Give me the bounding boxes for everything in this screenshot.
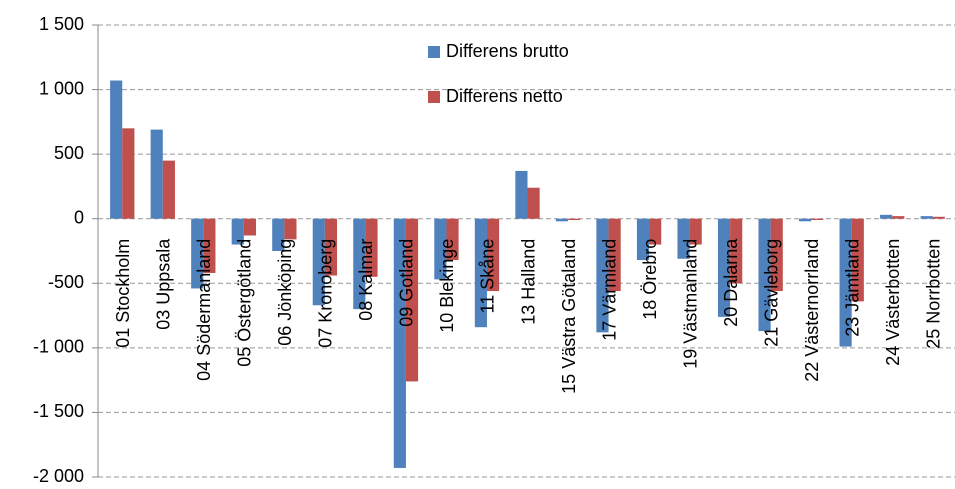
bar [515,170,528,219]
x-tick-label: 01 Stockholm [113,239,133,348]
bar [689,218,702,245]
bar [596,218,609,333]
bar [434,218,447,280]
bar [892,216,905,219]
x-tick-label: 23 Jämtland [842,239,862,337]
x-tick-label: 09 Gotland [397,239,417,327]
y-tick-label: -1 500 [33,401,84,421]
x-tick-label: 20 Dalarna [721,238,741,327]
bar [717,218,731,317]
x-tick-label: 03 Uppsala [154,238,174,330]
y-tick-label: 500 [54,143,84,163]
x-tick-label: 06 Jönköping [275,239,295,346]
bar [272,218,285,251]
legend-swatch [428,46,440,58]
bar [122,128,135,219]
bar [243,218,256,236]
y-tick-label: 1 500 [39,14,84,34]
x-tick-label: 19 Västmanland [680,239,700,369]
bar [839,218,852,347]
bar [608,218,621,292]
x-tick-label: 18 Örebro [640,239,660,320]
bar [353,218,366,310]
bar [110,80,123,219]
bar [231,218,244,245]
x-tick-label: 04 Södermanland [194,239,214,381]
y-tick-label: -2 000 [33,466,84,484]
x-tick-label: 24 Västerbotten [883,239,903,366]
x-tick-label: 11 Skåne [478,239,498,314]
x-tick-label: 05 Östergötland [235,239,255,367]
y-tick-label: 1 000 [39,78,84,98]
legend-label: Differens netto [446,86,563,106]
bar [191,218,204,289]
bar [150,129,163,219]
bar [474,218,487,328]
bar [365,218,378,277]
x-tick-label: 21 Gävleborg [761,239,781,347]
bar [486,218,500,292]
bar [203,218,216,273]
bar [758,218,771,332]
bar [284,218,297,240]
y-tick-label: 0 [74,207,84,227]
bar [730,218,743,284]
x-tick-label: 22 Västernorrland [802,239,822,382]
x-tick-label: 13 Halland [518,239,538,325]
bar [811,218,824,221]
x-tick-label: 10 Blekinge [437,239,457,333]
bar [312,218,325,306]
x-tick-label: 17 Värmland [599,239,619,341]
bar [527,187,540,219]
bar [162,160,175,219]
x-tick-label: 25 Norrbotten [923,239,943,349]
y-tick-label: -1 000 [33,337,84,357]
bar [636,218,650,261]
bar [405,218,419,382]
bar [880,214,893,219]
legend-label: Differens brutto [446,41,569,61]
bar [555,218,569,222]
legend-swatch [428,91,440,103]
x-tick-label: 15 Västra Götaland [559,239,579,394]
bar [920,216,933,219]
y-tick-label: -500 [48,272,84,292]
bar [677,218,690,259]
x-tick-label: 07 Kronoberg [316,239,336,348]
bar [568,218,581,221]
bar [799,218,812,222]
bar [393,218,406,468]
bar [932,216,945,219]
bar [770,218,783,292]
bar [851,218,864,302]
bar [649,218,662,245]
bar [324,218,338,276]
x-tick-label: 08 Kalmar [356,239,376,321]
bar [446,218,459,261]
